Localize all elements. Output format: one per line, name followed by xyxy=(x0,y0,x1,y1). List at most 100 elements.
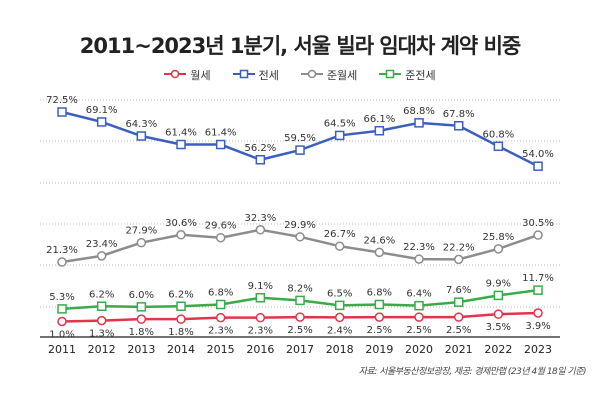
data-label: 6.8% xyxy=(208,288,233,299)
data-point xyxy=(453,121,464,131)
source-note: 자료: 서울부동산정보광장, 제공: 경제만랩 (23년 4월 18일 기준) xyxy=(358,367,587,377)
data-label: 64.3% xyxy=(125,119,157,130)
data-label: 6.8% xyxy=(367,288,392,299)
data-point xyxy=(374,312,385,322)
data-point xyxy=(295,232,305,242)
data-label: 26.7% xyxy=(324,229,356,240)
data-label: 27.9% xyxy=(125,226,157,237)
x-tick-label: 2014 xyxy=(167,343,195,356)
data-point xyxy=(533,308,543,318)
data-point xyxy=(57,257,67,267)
data-point xyxy=(215,139,226,150)
data-point xyxy=(533,230,543,240)
data-point xyxy=(96,251,107,261)
data-point xyxy=(255,293,266,303)
data-label: 2.5% xyxy=(446,325,471,336)
data-label: 3.5% xyxy=(486,322,511,333)
data-label: 32.3% xyxy=(244,213,276,224)
x-tick-label: 2015 xyxy=(207,343,235,356)
data-point xyxy=(96,117,107,127)
data-label: 2.5% xyxy=(287,325,312,336)
data-label: 8.2% xyxy=(287,283,312,294)
data-label: 2.3% xyxy=(208,326,233,337)
data-point xyxy=(533,285,543,295)
data-label: 61.4% xyxy=(205,128,237,139)
data-label: 60.8% xyxy=(482,129,514,140)
data-point xyxy=(176,301,186,312)
data-point xyxy=(453,312,464,322)
x-tick-label: 2017 xyxy=(286,343,314,356)
data-point xyxy=(334,300,345,311)
data-label: 9.1% xyxy=(248,281,273,292)
x-tick-label: 2019 xyxy=(365,343,393,356)
data-label: 66.1% xyxy=(363,114,395,125)
data-point xyxy=(374,126,385,136)
data-label: 1.0% xyxy=(49,329,74,340)
data-label: 54.0% xyxy=(522,149,554,160)
data-label: 5.3% xyxy=(49,292,74,303)
data-label: 64.5% xyxy=(324,118,356,129)
data-label: 30.5% xyxy=(522,218,554,229)
data-label: 2.3% xyxy=(248,326,273,337)
data-point xyxy=(215,232,226,243)
data-point xyxy=(493,244,504,254)
chart-title: 2011~2023년 1분기, 서울 빌라 임대차 계약 비중 xyxy=(79,34,521,58)
data-point xyxy=(493,309,504,319)
data-label: 1.8% xyxy=(168,327,193,338)
data-label: 23.4% xyxy=(86,239,118,250)
data-point xyxy=(414,312,424,322)
x-tick-label: 2013 xyxy=(127,343,155,356)
data-label: 7.6% xyxy=(446,285,471,296)
x-tick-label: 2012 xyxy=(88,343,116,356)
data-point xyxy=(255,155,266,165)
legend-marker-icon xyxy=(164,69,187,82)
legend: 월세 전세 준월세 준전세 xyxy=(0,67,600,83)
x-tick-label: 2021 xyxy=(445,343,473,356)
data-point xyxy=(136,131,147,141)
data-point xyxy=(176,139,186,150)
data-label: 9.9% xyxy=(486,278,511,289)
x-tick-label: 2023 xyxy=(524,343,552,356)
data-label: 21.3% xyxy=(46,245,78,256)
data-point xyxy=(334,241,345,251)
data-label: 6.5% xyxy=(327,288,352,299)
legend-label: 준전세 xyxy=(405,69,436,82)
data-label: 1.8% xyxy=(129,327,154,338)
data-point xyxy=(176,314,186,324)
data-label: 22.2% xyxy=(443,242,475,253)
data-point xyxy=(136,314,147,324)
data-label: 56.2% xyxy=(244,143,276,154)
data-point xyxy=(136,302,147,312)
data-label: 2.5% xyxy=(367,325,392,336)
data-point xyxy=(374,247,385,258)
data-label: 2.4% xyxy=(327,325,352,336)
data-point xyxy=(414,118,424,128)
data-point xyxy=(453,254,464,265)
data-point xyxy=(533,161,543,171)
data-point xyxy=(136,237,147,248)
data-label: 69.1% xyxy=(86,105,118,116)
data-point xyxy=(295,145,305,155)
data-label: 25.8% xyxy=(482,232,514,243)
data-label: 24.6% xyxy=(363,235,395,246)
data-point xyxy=(374,299,385,310)
data-point xyxy=(414,254,424,264)
data-point xyxy=(334,312,345,323)
data-point xyxy=(255,225,266,235)
legend-item: 전세 xyxy=(232,67,279,83)
x-tick-label: 2018 xyxy=(326,343,354,356)
data-point xyxy=(255,312,266,323)
legend-item: 준전세 xyxy=(379,67,436,83)
x-tick-label: 2011 xyxy=(48,343,76,356)
data-point xyxy=(57,304,67,314)
data-label: 68.8% xyxy=(403,106,435,117)
data-point xyxy=(453,297,464,307)
legend-label: 준월세 xyxy=(326,69,358,82)
data-label: 29.9% xyxy=(284,220,316,231)
data-label: 6.4% xyxy=(406,289,431,300)
data-point xyxy=(57,316,67,327)
data-point xyxy=(176,230,186,240)
legend-marker-icon xyxy=(379,69,402,82)
